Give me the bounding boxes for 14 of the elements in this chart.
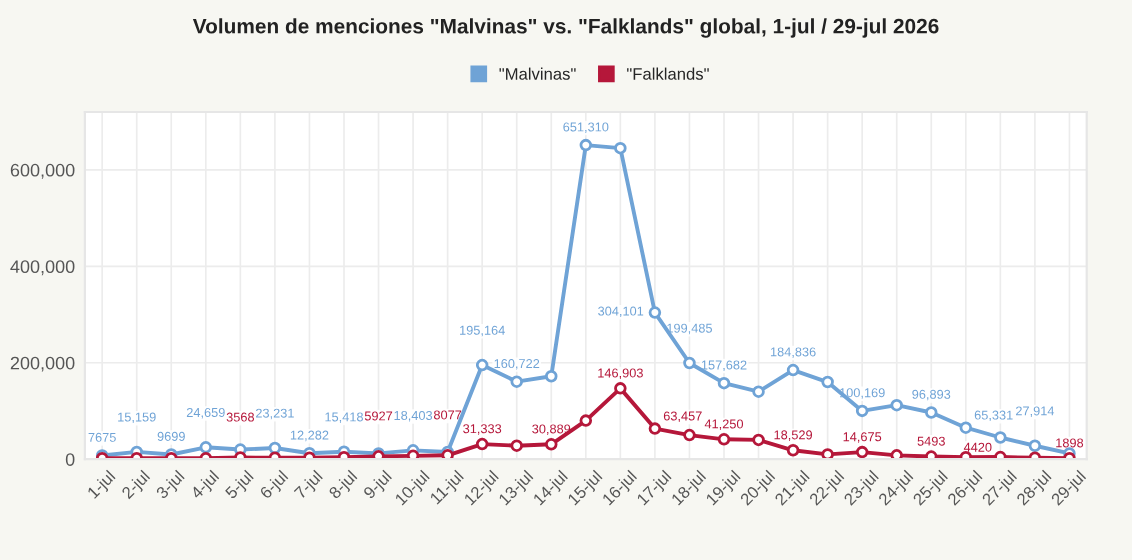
legend-label: "Malvinas" bbox=[499, 67, 576, 80]
x-tick-label: 5-jul bbox=[224, 469, 257, 502]
x-tick-label: 9-jul bbox=[362, 469, 395, 502]
chart-title: Volumen de menciones "Malvinas" vs. "Falklands" global, 1-jul / 29-jul 2026 bbox=[192, 18, 939, 38]
y-tick-label: 600,000 bbox=[10, 163, 75, 179]
y-tick-label: 400,000 bbox=[10, 260, 75, 276]
x-tick-label: 4-jul bbox=[189, 469, 222, 502]
x-tick-label: 7-jul bbox=[293, 469, 326, 502]
x-tick-label: 8-jul bbox=[327, 469, 360, 502]
x-tick-label: 6-jul bbox=[258, 469, 291, 502]
x-tick-label: 3-jul bbox=[155, 469, 188, 502]
y-tick-label: 0 bbox=[65, 453, 75, 466]
y-tick-label: 200,000 bbox=[10, 356, 75, 372]
legend-label: "Falklands" bbox=[627, 67, 709, 80]
